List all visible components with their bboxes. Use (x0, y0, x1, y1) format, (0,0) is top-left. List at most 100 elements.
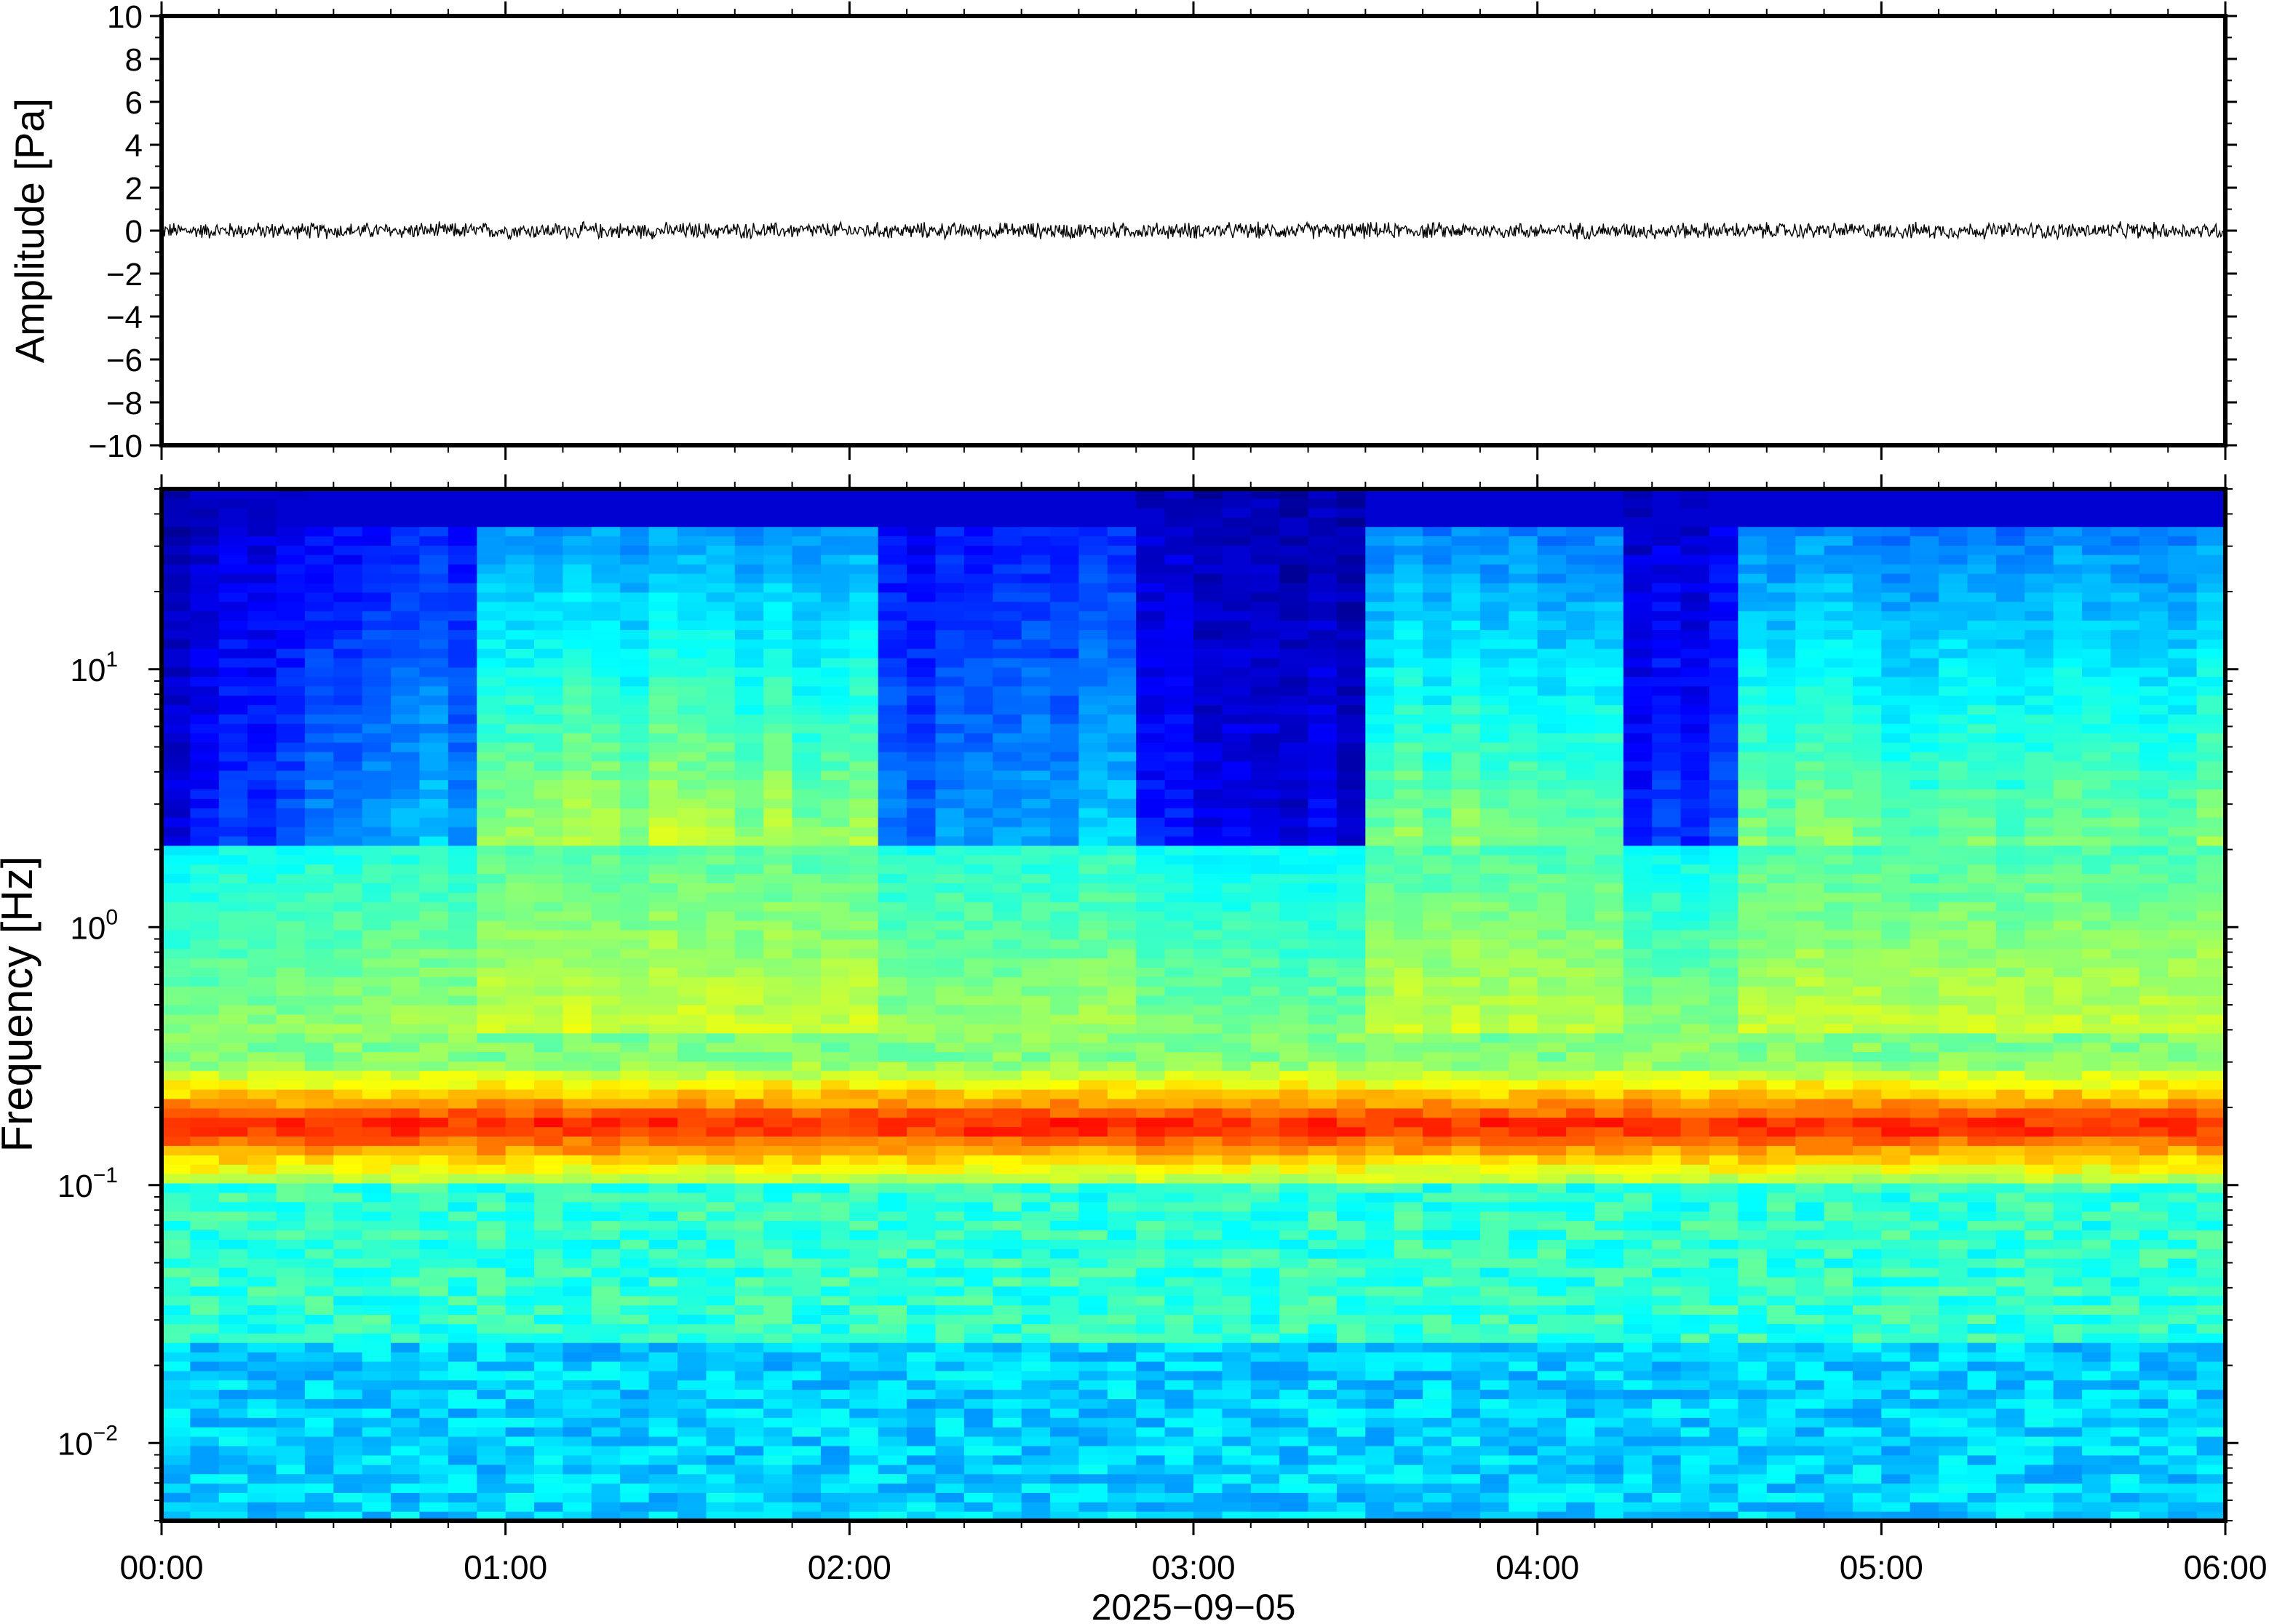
spectrogram-cell (304, 1014, 334, 1024)
spectrogram-cell (1222, 976, 1252, 987)
spectrogram-cell (477, 1464, 506, 1475)
spectrogram-cell (677, 1492, 707, 1502)
spectrogram-cell (1279, 1473, 1309, 1484)
spectrogram-cell (419, 751, 449, 762)
spectrogram-cell (907, 1324, 937, 1334)
spectrogram-cell (1136, 854, 1166, 865)
spectrogram-cell (963, 498, 993, 509)
spectrogram-cell (419, 582, 449, 593)
spectrogram-cell (591, 676, 621, 687)
spectrogram-cell (1136, 1408, 1166, 1418)
spectrogram-cell (1279, 592, 1309, 602)
spectrogram-cell (1394, 864, 1423, 875)
spectrogram-cell (1078, 948, 1108, 959)
spectrogram-cell (849, 1182, 879, 1193)
spectrogram-cell (304, 770, 334, 781)
spectrogram-cell (792, 948, 822, 959)
spectrogram-cell (1336, 1305, 1366, 1315)
spectrogram-cell (1365, 1314, 1395, 1324)
spectrogram-cell (734, 892, 764, 902)
spectrogram-cell (1021, 620, 1051, 630)
spectrogram-cell (1050, 1098, 1080, 1109)
spectrogram-cell (1164, 864, 1194, 875)
spectrogram-cell (849, 1126, 879, 1137)
spectrogram-cell (563, 676, 592, 687)
spectrogram-cell (1394, 1080, 1423, 1090)
spectrogram-cell (763, 723, 793, 733)
spectrogram-cell (1136, 845, 1166, 856)
spectrogram-cell (162, 1249, 191, 1259)
spectrogram-cell (1078, 1051, 1108, 1062)
spectrogram-cell (734, 1145, 764, 1155)
spectrogram-cell (763, 845, 793, 856)
spectrogram-cell (792, 1464, 822, 1475)
spectrogram-cell (1021, 1314, 1051, 1324)
spectrogram-cell (1222, 1333, 1252, 1343)
spectrogram-cell (1078, 760, 1108, 771)
spectrogram-cell (362, 1089, 392, 1099)
spectrogram-cell (1193, 948, 1223, 959)
spectrogram-cell (677, 742, 707, 752)
spectrogram-cell (706, 620, 736, 630)
spectrogram-cell (1107, 1117, 1137, 1128)
spectrogram-cell (362, 639, 392, 649)
spectrogram-cell (362, 526, 392, 537)
spectrogram-cell (1021, 1014, 1051, 1024)
spectrogram-cell (218, 1276, 248, 1287)
spectrogram-cell (1336, 845, 1366, 856)
spectrogram-cell (218, 873, 248, 883)
spectrogram-cell (677, 1239, 707, 1249)
spectrogram-cell (963, 817, 993, 827)
spectrogram-cell (1394, 526, 1423, 537)
spectrogram-cell (1136, 601, 1166, 612)
spectrogram-cell (190, 1286, 220, 1297)
spectrogram-cell (563, 620, 592, 630)
spectrogram-cell (162, 845, 191, 856)
spectrogram-cell (1336, 901, 1366, 912)
spectrogram-cell (1136, 714, 1166, 724)
spectrogram-cell (677, 883, 707, 893)
spectrogram-cell (477, 666, 506, 677)
spectrogram-cell (419, 967, 449, 977)
spectrogram-cell (1021, 1267, 1051, 1278)
spectrogram-cell (1279, 554, 1309, 565)
spectrogram-cell (820, 714, 850, 724)
spectrogram-cell (1021, 1361, 1051, 1372)
spectrogram-cell (419, 883, 449, 893)
spectrogram-cell (1193, 854, 1223, 865)
spectrogram-cell (247, 1042, 277, 1053)
spectrogram-cell (1336, 564, 1366, 574)
spectrogram-cell (907, 798, 937, 808)
spectrogram-cell (477, 1174, 506, 1184)
spectrogram-cell (448, 986, 477, 996)
spectrogram-cell (419, 948, 449, 959)
spectrogram-cell (162, 723, 191, 733)
spectrogram-cell (1365, 1211, 1395, 1222)
spectrogram-cell (247, 610, 277, 621)
spectrogram-cell (391, 1305, 421, 1315)
spectrogram-cell (1365, 517, 1395, 528)
spectrogram-cell (419, 666, 449, 677)
spectrogram-cell (620, 507, 650, 518)
spectrogram-cell (677, 573, 707, 584)
spectrogram-cell (1336, 1464, 1366, 1475)
spectrogram-cell (1250, 779, 1280, 790)
spectrogram-cell (993, 1492, 1022, 1502)
spectrogram-cell (1078, 489, 1108, 499)
spectrogram-cell (534, 958, 564, 968)
spectrogram-cell (677, 1286, 707, 1297)
spectrogram-cell (677, 1174, 707, 1184)
spectrogram-cell (878, 658, 907, 668)
spectrogram-cell (505, 1155, 535, 1165)
spectrogram-cell (162, 958, 191, 968)
spectrogram-cell (505, 1239, 535, 1249)
spectrogram-cell (763, 507, 793, 518)
spectrogram-cell (162, 1276, 191, 1287)
spectrogram-cell (563, 948, 592, 959)
spectrogram-cell (247, 601, 277, 612)
spectrogram-cell (1021, 901, 1051, 912)
spectrogram-cell (907, 920, 937, 931)
spectrogram-cell (477, 1051, 506, 1062)
spectrogram-cell (763, 685, 793, 696)
spectrogram-cell (1222, 798, 1252, 808)
